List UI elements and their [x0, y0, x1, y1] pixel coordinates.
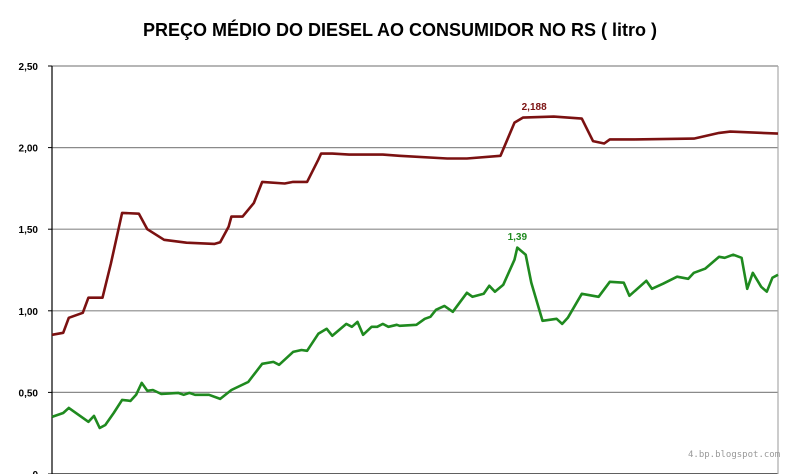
y-tick-label: 2,00	[19, 144, 39, 155]
series-line-0	[51, 115, 779, 337]
data-label: 2,188	[522, 102, 547, 113]
chart-title: PREÇO MÉDIO DO DIESEL AO CONSUMIDOR NO R…	[142, 20, 658, 40]
y-tick-label: 1,50	[19, 225, 39, 236]
data-label: 1,39	[508, 232, 528, 243]
watermark: 4.bp.blogspot.com	[688, 450, 781, 460]
series-line-1	[51, 246, 779, 430]
y-tick-label: 1,00	[19, 307, 39, 318]
y-tick-label: 2,50	[19, 62, 39, 73]
y-tick-label: 0,50	[19, 388, 39, 399]
y-tick-label: 0	[32, 470, 38, 474]
